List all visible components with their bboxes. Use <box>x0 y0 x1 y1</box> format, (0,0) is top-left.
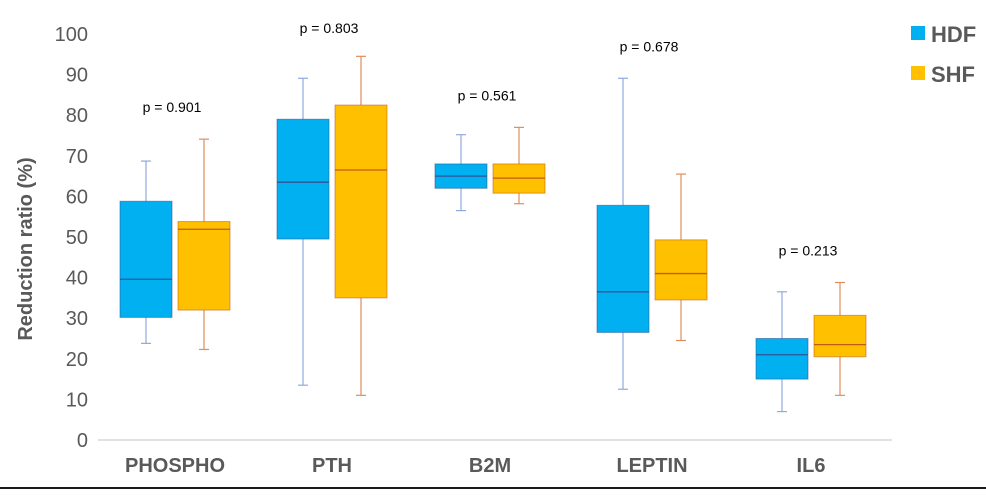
series-shf <box>177 55 867 396</box>
box-hdf-pth <box>276 77 330 386</box>
iqr-box <box>596 204 650 333</box>
category-label: LEPTIN <box>616 455 687 477</box>
y-tick-label: 70 <box>66 146 88 168</box>
y-axis-label: Reduction ratio (%) <box>15 157 37 340</box>
y-tick-label: 10 <box>66 389 88 411</box>
y-tick-label: 20 <box>66 349 88 371</box>
category-label: IL6 <box>797 455 826 477</box>
box-shf-leptin <box>654 173 708 342</box>
box-hdf-b2m <box>434 134 488 212</box>
y-tick-label: 100 <box>55 24 88 46</box>
legend: HDF SHF <box>911 22 976 87</box>
legend-label: SHF <box>931 62 975 87</box>
iqr-box <box>813 314 867 358</box>
y-axis-ticks: 0 10 20 30 40 50 60 70 80 90 100 <box>55 24 88 452</box>
y-tick-label: 30 <box>66 308 88 330</box>
category-label: B2M <box>469 455 511 477</box>
iqr-box <box>119 200 173 318</box>
p-value-label: p = 0.803 <box>300 20 359 36</box>
iqr-box <box>334 104 388 299</box>
p-value-annotations: p = 0.901 p = 0.803 p = 0.561 p = 0.678 p = … <box>143 20 838 258</box>
p-value-label: p = 0.678 <box>620 38 679 54</box>
category-label: PHOSPHO <box>125 455 225 477</box>
box-shf-il6 <box>813 281 867 396</box>
iqr-box <box>755 338 809 380</box>
legend-label: HDF <box>931 22 976 47</box>
box-hdf-phospho <box>119 160 173 344</box>
y-tick-label: 40 <box>66 268 88 290</box>
y-tick-label: 50 <box>66 227 88 249</box>
legend-swatch <box>911 66 925 80</box>
category-label: PTH <box>312 455 352 477</box>
box-hdf-leptin <box>596 77 650 390</box>
box-shf-pth <box>334 55 388 396</box>
p-value-label: p = 0.213 <box>779 242 838 258</box>
iqr-box <box>276 118 330 240</box>
p-value-label: p = 0.901 <box>143 99 202 115</box>
p-value-label: p = 0.561 <box>458 87 517 103</box>
y-tick-label: 60 <box>66 186 88 208</box>
box-hdf-il6 <box>755 291 809 413</box>
y-tick-label: 90 <box>66 65 88 87</box>
box-shf-phospho <box>177 138 231 351</box>
legend-swatch <box>911 26 925 40</box>
iqr-box <box>177 221 231 311</box>
y-tick-label: 0 <box>77 430 88 452</box>
iqr-box <box>654 239 708 301</box>
series-hdf <box>119 77 809 413</box>
x-axis-categories: PHOSPHO PTH B2M LEPTIN IL6 <box>125 455 825 477</box>
y-tick-label: 80 <box>66 105 88 127</box>
bottom-rule <box>0 487 986 489</box>
box-shf-b2m <box>492 126 546 205</box>
